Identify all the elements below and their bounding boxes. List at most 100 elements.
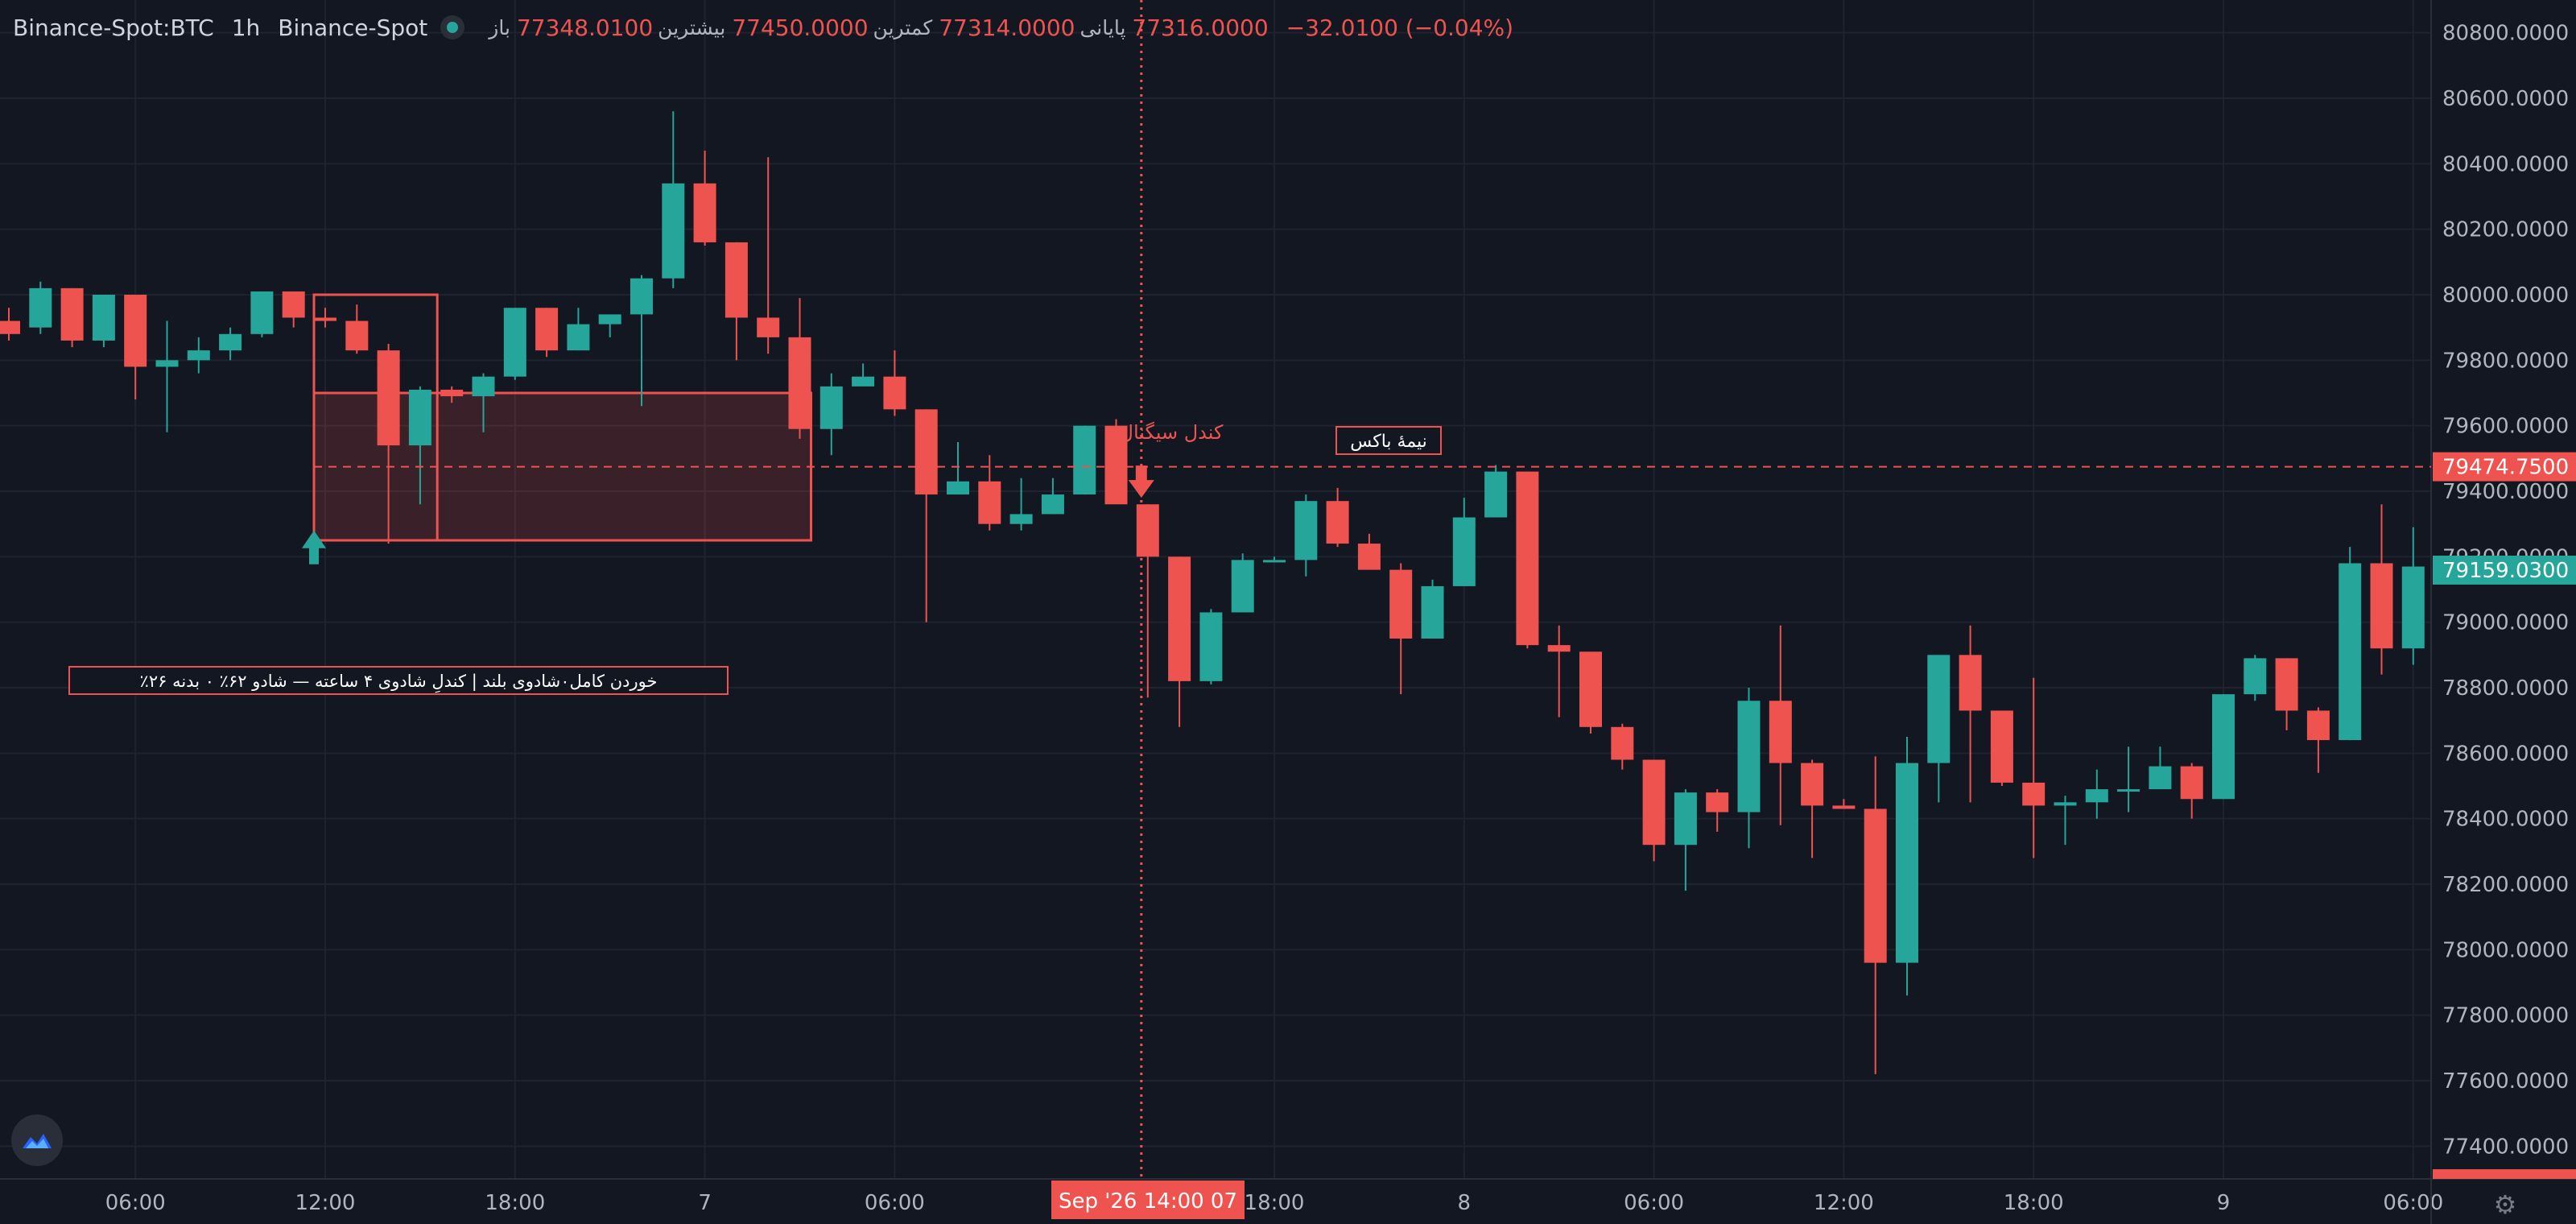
candle <box>219 327 242 361</box>
candle-body <box>1294 501 1318 560</box>
candle <box>1642 759 1666 862</box>
candle-body <box>598 314 621 325</box>
symbol-name[interactable]: Binance-Spot:BTC <box>13 14 214 41</box>
candle <box>693 151 716 246</box>
candle <box>1389 563 1413 695</box>
candle-body <box>1674 792 1697 846</box>
candle-body <box>1452 517 1476 586</box>
candle <box>2306 707 2330 773</box>
tradingview-logo-icon[interactable] <box>11 1114 63 1166</box>
y-tick-label: 80400.0000 <box>2442 152 2569 176</box>
change-value: −32.0100 (−0.04%) <box>1286 14 1514 41</box>
candle <box>2244 655 2267 701</box>
candle-body <box>345 320 369 351</box>
x-tick-label: 18:00 <box>1245 1191 1305 1215</box>
y-tick-label: 79000.0000 <box>2442 611 2569 635</box>
x-tick-label: 06:00 <box>2383 1191 2443 1215</box>
candle <box>377 344 400 544</box>
candle <box>1990 710 2013 786</box>
candle-body <box>1927 655 1951 763</box>
candle <box>1927 655 1951 803</box>
current-price-tag-bg <box>2433 555 2576 585</box>
candle <box>29 281 52 334</box>
candle-body <box>852 376 875 387</box>
candle <box>662 111 685 288</box>
candle <box>2085 769 2108 819</box>
interval-label[interactable]: 1h <box>231 14 261 41</box>
candle-body <box>2054 802 2077 806</box>
candle-body <box>314 317 336 321</box>
candle-body <box>1104 425 1128 505</box>
candle <box>92 295 115 348</box>
candle <box>567 308 590 351</box>
candle-body <box>1864 808 1887 963</box>
candle-body <box>2212 694 2235 800</box>
candle <box>914 409 938 622</box>
open-label: باز <box>489 15 510 39</box>
candle-body <box>1326 501 1349 544</box>
candle <box>250 291 274 337</box>
candle-body <box>60 287 84 341</box>
candle <box>535 308 559 358</box>
info-label-border <box>68 666 729 695</box>
current-price-tag-text: 79159.0300 <box>2442 559 2569 583</box>
candle-body <box>1168 556 1191 681</box>
y-tick-label: 80800.0000 <box>2442 22 2569 46</box>
candle <box>2022 677 2046 858</box>
candle-body <box>2022 782 2046 806</box>
candle <box>1294 494 1318 577</box>
x-tick-label: 8 <box>1458 1191 1472 1215</box>
candle <box>314 308 336 328</box>
candle-body <box>377 350 400 446</box>
candle <box>187 337 210 374</box>
candle-body <box>2306 710 2330 741</box>
level-price-tag-text: 79474.7500 <box>2442 456 2569 480</box>
candle-body <box>2180 766 2203 800</box>
candle <box>1516 471 1539 649</box>
x-tick-label: 7 <box>698 1191 712 1215</box>
settings-gear-icon[interactable]: ⚙ <box>2493 1189 2517 1220</box>
candle <box>345 304 369 354</box>
x-tick-label: 06:00 <box>105 1191 166 1215</box>
candle-body <box>1611 726 1634 760</box>
candle <box>2149 746 2172 790</box>
current-price-tag: 79159.0300 <box>2433 555 2576 585</box>
y-tick-label: 80000.0000 <box>2442 283 2569 308</box>
box-half-label-text: نیمهٔ باکس <box>1350 432 1427 452</box>
candle-body <box>2117 789 2140 792</box>
candle <box>2401 527 2425 665</box>
y-tick-label: 78400.0000 <box>2442 808 2569 832</box>
candle <box>1484 465 1508 518</box>
exchange-label: Binance-Spot <box>278 14 428 41</box>
candle-body <box>630 278 653 315</box>
candle-body <box>914 409 938 495</box>
candles <box>0 111 2425 1074</box>
x-tick-label: 18:00 <box>2004 1191 2064 1215</box>
candle-body <box>978 481 1001 524</box>
candle-body <box>1421 585 1444 639</box>
candle-body <box>1199 612 1223 681</box>
candle <box>440 386 464 403</box>
candle <box>1896 737 1918 996</box>
candle <box>1421 579 1444 639</box>
candle-body <box>29 287 52 328</box>
low-value: 77314.0000 <box>939 14 1075 41</box>
candle-body <box>1231 560 1254 613</box>
candle <box>503 308 526 380</box>
candle-body <box>2339 563 2362 741</box>
y-tick-label: 77400.0000 <box>2442 1135 2569 1159</box>
x-tick-label: 12:00 <box>1814 1191 1874 1215</box>
candle <box>282 291 305 328</box>
candle-body <box>1009 514 1033 524</box>
candle <box>2212 694 2235 800</box>
candle <box>1104 419 1128 505</box>
candle <box>978 455 1001 531</box>
candle-body <box>662 183 685 279</box>
candle-body <box>567 324 590 351</box>
open-value: 77348.0100 <box>516 14 654 41</box>
cursor-time-label-bg <box>1051 1181 1245 1219</box>
sell-arrow-icon <box>1128 465 1154 498</box>
candle <box>1326 487 1349 548</box>
